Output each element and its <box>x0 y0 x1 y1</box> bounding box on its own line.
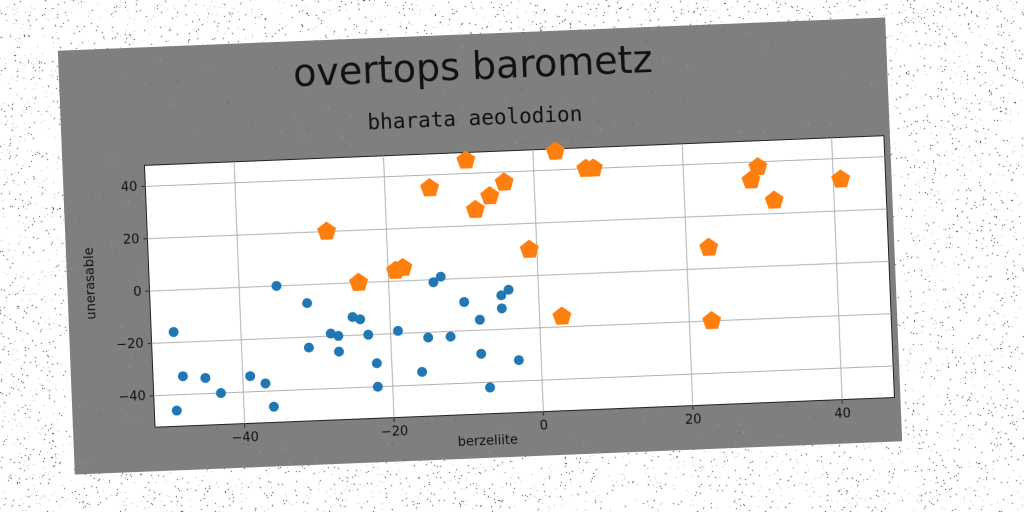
pentagon-point <box>748 156 768 176</box>
circle-point <box>435 271 446 282</box>
pentagon-point <box>831 169 851 188</box>
y-tick-label: −40 <box>118 389 146 405</box>
y-tick-label: −20 <box>116 337 144 353</box>
y-gridline <box>147 208 887 240</box>
pentagon-point <box>349 272 369 292</box>
pentagon-point <box>420 178 440 197</box>
circle-point <box>171 405 182 416</box>
x-gridline <box>382 155 395 418</box>
x-tick-label: 0 <box>540 418 549 433</box>
axis-ticks: −40 −20 0 20 40 −40 −20 0 20 40 <box>116 180 851 446</box>
circle-point <box>513 355 524 366</box>
pentagon-point <box>764 190 784 209</box>
y-tick-label: 20 <box>123 232 140 248</box>
circle-point <box>333 346 344 357</box>
circle-point <box>355 314 366 325</box>
plot-area <box>143 135 895 428</box>
circle-point <box>268 401 279 412</box>
circle-point <box>215 388 226 399</box>
circle-point <box>260 378 271 389</box>
circle-point <box>200 372 211 383</box>
circle-point <box>445 331 456 342</box>
circle-point <box>417 366 428 377</box>
y-axis-label: unerasable <box>81 246 100 320</box>
y-tick-label: 0 <box>133 284 142 299</box>
pentagon-point <box>494 172 514 191</box>
pentagon-point <box>465 199 485 219</box>
data-points <box>168 141 851 416</box>
scatter-plot: −40 −20 0 20 40 −40 −20 0 20 40 <box>116 135 895 446</box>
x-tick-label: 20 <box>685 412 702 428</box>
circle-point <box>363 329 374 340</box>
circle-point <box>325 328 336 339</box>
circle-point <box>303 342 314 353</box>
circle-point <box>333 330 344 341</box>
pentagon-point <box>456 150 476 169</box>
pentagon-point <box>552 306 572 325</box>
circle-point <box>245 371 256 382</box>
circle-point <box>302 298 313 309</box>
pentagon-point <box>702 310 722 330</box>
y-gridline <box>153 365 894 397</box>
y-tick-label: 40 <box>121 180 138 196</box>
pentagon-point <box>699 237 719 256</box>
x-gridline <box>532 149 544 412</box>
circle-point <box>271 280 282 291</box>
circle-point <box>423 332 434 343</box>
circle-point <box>371 358 382 369</box>
circle-point <box>347 311 358 322</box>
x-gridline <box>681 143 694 406</box>
x-tick-label: −40 <box>231 430 259 446</box>
circle-point <box>474 314 485 325</box>
circle-point <box>372 381 383 392</box>
circle-point <box>503 284 514 295</box>
pentagon-point <box>480 186 500 205</box>
pentagon-point <box>393 257 413 277</box>
x-gridline <box>233 161 246 424</box>
circle-point <box>168 327 179 338</box>
x-tick-label: 40 <box>834 406 851 422</box>
circle-point <box>428 277 439 288</box>
chart-figure: overtops barometz bharata aeolodion −40−… <box>57 17 903 475</box>
circle-point <box>393 325 404 336</box>
pentagon-point <box>519 239 539 258</box>
circle-point <box>476 348 487 359</box>
pentagon-point <box>545 141 565 160</box>
circle-point <box>485 382 496 393</box>
x-tick-label: −20 <box>381 424 409 440</box>
pentagon-point <box>583 158 603 177</box>
circle-point <box>496 303 507 314</box>
circle-point <box>459 297 470 308</box>
y-gridline <box>151 313 892 344</box>
circle-point <box>496 290 507 301</box>
circle-point <box>177 371 188 382</box>
pentagon-point <box>317 221 337 240</box>
